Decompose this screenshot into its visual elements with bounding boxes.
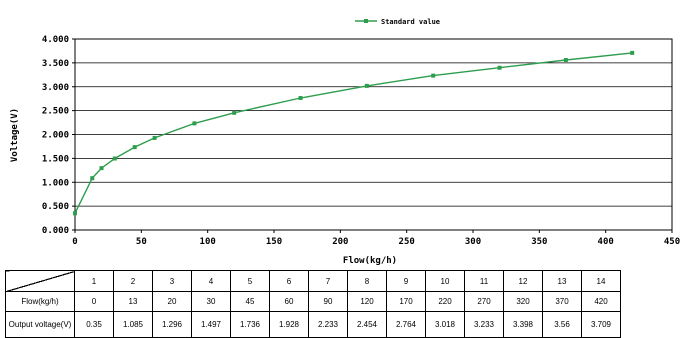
- y-tick-label: 3.000: [42, 83, 69, 93]
- table-flow-cell: 420: [581, 291, 621, 312]
- data-point: [132, 145, 137, 150]
- x-tick-label: 300: [465, 237, 481, 247]
- legend: Standard value: [355, 18, 440, 26]
- table-index-cell: 11: [464, 270, 504, 292]
- x-tick-label: 400: [598, 237, 614, 247]
- data-point: [563, 58, 568, 63]
- data-point: [112, 156, 117, 161]
- table-index-cell: 1: [74, 270, 114, 292]
- table-index-cell: 13: [542, 270, 582, 292]
- table-index-cell: 3: [152, 270, 192, 292]
- data-point: [90, 176, 95, 181]
- table-flow-cell: 30: [191, 291, 231, 312]
- table-flow-cell: 170: [386, 291, 426, 312]
- series-layer: [73, 50, 635, 216]
- y-tick-label: 2.500: [42, 107, 69, 117]
- data-point: [73, 211, 77, 216]
- y-tick-label: 2.000: [42, 131, 69, 141]
- table-index-cell: 5: [230, 270, 270, 292]
- legend-marker: [364, 19, 368, 23]
- table-index-cell: 14: [581, 270, 621, 292]
- table-header-row: 1 2 3 4 5 6 7 8 9 10 11 12 13 14: [5, 270, 621, 292]
- x-tick-label: 350: [531, 237, 547, 247]
- x-tick-label: 450: [664, 237, 680, 247]
- y-tick-label: 1.000: [42, 178, 69, 188]
- table-flow-cell: 45: [230, 291, 270, 312]
- data-point: [630, 50, 635, 55]
- table-flow-cell: 20: [152, 291, 192, 312]
- data-point: [99, 166, 104, 171]
- tick-labels: 0.000 0.500 1.000 1.500 2.000 2.500 3.000 3.500…: [42, 35, 680, 247]
- data-point: [497, 65, 502, 70]
- axes: [72, 38, 673, 233]
- table-index-cell: 7: [308, 270, 348, 292]
- table-flow-cell: 220: [425, 291, 465, 312]
- data-point: [431, 73, 436, 78]
- x-tick-label: 0: [72, 237, 77, 247]
- table-corner-cell: [5, 270, 75, 292]
- legend-label: Standard value: [381, 18, 440, 26]
- table-index-cell: 9: [386, 270, 426, 292]
- y-axis-title: Voltage(V): [10, 108, 20, 162]
- table-flow-cell: 13: [113, 291, 153, 312]
- table-flow-cell: 120: [347, 291, 387, 312]
- y-tick-label: 4.000: [42, 35, 69, 45]
- table-flow-cell: 0: [74, 291, 114, 312]
- x-tick-label: 200: [332, 237, 348, 247]
- y-tick-label: 0.500: [42, 202, 69, 212]
- data-point: [192, 121, 197, 126]
- x-tick-label: 150: [266, 237, 282, 247]
- y-tick-label: 0.000: [42, 226, 69, 236]
- data-point: [232, 110, 237, 115]
- data-table: 1 2 3 4 5 6 7 8 9 10 11 12 13 14 Flow(kg/h) 0 13 20 30 45…: [5, 270, 621, 338]
- flow-row-label: Flow(kg/h): [5, 291, 75, 312]
- table-index-cell: 8: [347, 270, 387, 292]
- table-flow-row: Flow(kg/h) 0 13 20 30 45 60 90 120 170 220 270 320 3…: [5, 291, 621, 312]
- x-tick-label: 250: [399, 237, 415, 247]
- table-index-cell: 12: [503, 270, 543, 292]
- table-flow-cell: 370: [542, 291, 582, 312]
- y-tick-label: 3.500: [42, 59, 69, 69]
- table-flow-cell: 60: [269, 291, 309, 312]
- data-point: [298, 96, 303, 101]
- y-tick-label: 1.500: [42, 154, 69, 164]
- table-flow-cell: 270: [464, 291, 504, 312]
- x-tick-label: 50: [136, 237, 147, 247]
- data-point: [152, 135, 157, 140]
- table-flow-cell: 320: [503, 291, 543, 312]
- table-index-cell: 6: [269, 270, 309, 292]
- x-tick-label: 100: [200, 237, 216, 247]
- table-index-cell: 2: [113, 270, 153, 292]
- data-point: [364, 83, 369, 88]
- table-index-cell: 10: [425, 270, 465, 292]
- table-index-cell: 4: [191, 270, 231, 292]
- table-flow-cell: 90: [308, 291, 348, 312]
- x-axis-title: Flow(kg/h): [343, 256, 397, 266]
- series-line: [74, 52, 633, 214]
